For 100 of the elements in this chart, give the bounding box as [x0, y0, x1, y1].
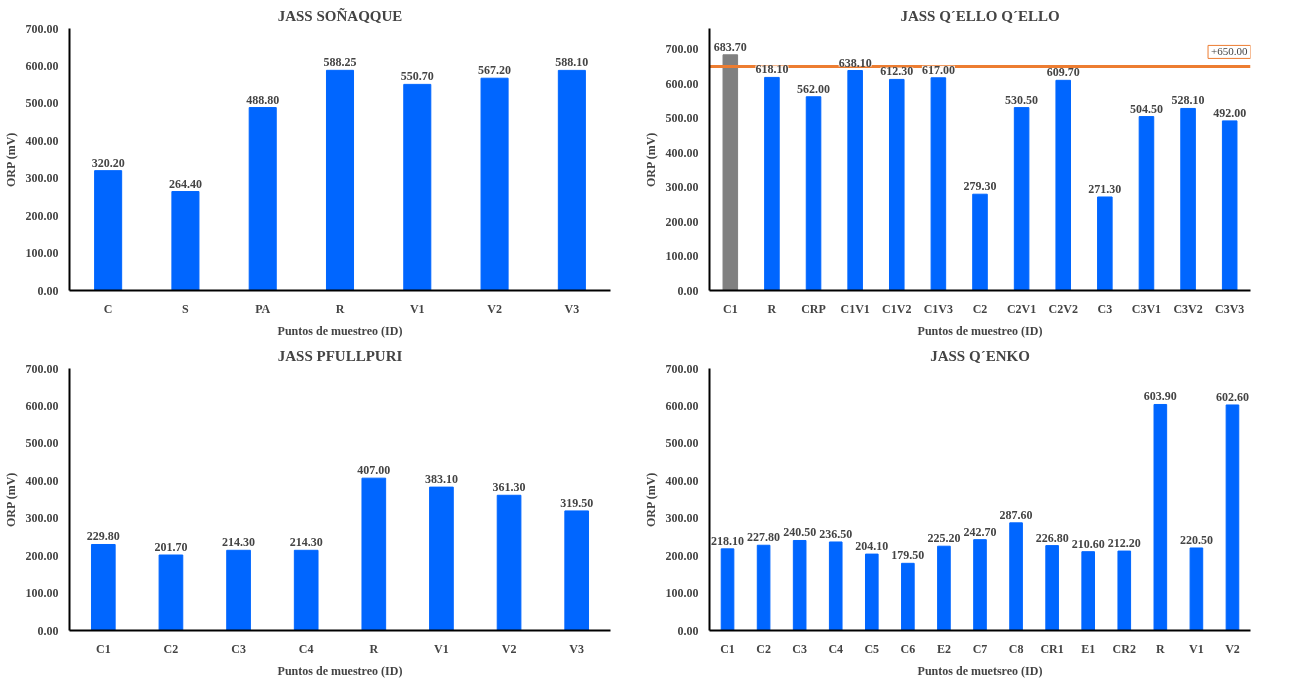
data-label: 588.10	[555, 55, 589, 70]
y-tick-label: 0.00	[677, 283, 699, 298]
data-label: 319.50	[560, 495, 594, 510]
y-tick-label: 400.00	[25, 473, 59, 488]
data-label: 617.00	[921, 62, 955, 77]
x-tick-label: C5	[864, 641, 880, 656]
data-label: 214.30	[222, 535, 256, 550]
data-label: 210.60	[1071, 536, 1105, 551]
x-tick-label: C4	[298, 641, 314, 656]
x-tick-label: E1	[1081, 641, 1096, 656]
data-label: 320.20	[91, 155, 125, 170]
y-tick-label: 700.00	[665, 361, 699, 376]
data-label: 240.50	[783, 525, 817, 540]
x-tick-label: E2	[936, 641, 951, 656]
chart-title: JASS SOÑAQQUE	[277, 6, 403, 24]
y-tick-label: 400.00	[25, 133, 59, 148]
data-label: 287.60	[999, 507, 1033, 522]
x-tick-label: C1	[720, 641, 735, 656]
x-tick-label: C1	[95, 641, 111, 656]
data-label: 204.10	[855, 539, 889, 554]
x-tick-label: PA	[255, 301, 271, 316]
x-tick-label: C1	[722, 301, 738, 316]
x-tick-label: CRP	[801, 301, 826, 316]
y-tick-label: 200.00	[665, 214, 699, 229]
x-tick-label: R	[369, 641, 379, 656]
y-tick-label: 300.00	[25, 171, 59, 186]
ref-line-label: +650.00	[1211, 45, 1248, 58]
x-tick-label: C1V1	[840, 301, 870, 316]
data-label: 612.30	[880, 64, 914, 79]
data-label: 226.80	[1035, 530, 1069, 545]
data-label: 609.70	[1046, 65, 1080, 80]
data-label: 361.30	[492, 480, 526, 495]
x-tick-label: V1	[434, 641, 449, 656]
data-label: 179.50	[891, 548, 925, 563]
x-tick-label: C2V2	[1048, 301, 1078, 316]
data-label: 550.70	[400, 69, 434, 84]
y-tick-label: 100.00	[25, 586, 59, 601]
x-tick-label: C3V2	[1173, 301, 1203, 316]
y-axis-title: ORP (mV)	[3, 132, 18, 187]
x-tick-label: C1V2	[882, 301, 912, 316]
chart-title: JASS Q´ENKO	[930, 347, 1030, 364]
data-label: 220.50	[1179, 532, 1213, 547]
y-tick-label: 200.00	[25, 208, 59, 223]
x-tick-label: V1	[1189, 641, 1204, 656]
x-tick-label: C1V3	[923, 301, 954, 316]
x-tick-label: V2	[487, 301, 502, 316]
data-label: 242.70	[963, 524, 997, 539]
y-tick-label: 700.00	[25, 21, 59, 36]
y-tick-label: 500.00	[665, 111, 699, 126]
data-label: 212.20	[1107, 536, 1141, 551]
y-tick-label: 300.00	[665, 180, 699, 195]
y-tick-label: 700.00	[665, 42, 699, 57]
data-label: 214.30	[289, 535, 323, 550]
data-label: 218.10	[711, 533, 745, 548]
x-tick-label: S	[182, 301, 190, 316]
y-tick-label: 400.00	[665, 145, 699, 160]
data-label: 492.00	[1213, 105, 1247, 120]
x-tick-label: C3V1	[1131, 301, 1162, 316]
data-label: 271.30	[1088, 181, 1122, 196]
y-tick-label: 200.00	[665, 548, 699, 563]
data-label: 407.00	[357, 463, 391, 478]
y-tick-label: 100.00	[25, 246, 59, 261]
data-label: 602.60	[1215, 389, 1249, 404]
x-tick-label: C3V3	[1215, 301, 1245, 316]
y-tick-label: 600.00	[665, 76, 699, 91]
y-tick-label: 500.00	[665, 436, 699, 451]
data-label: 567.20	[478, 63, 512, 78]
x-tick-label: C7	[972, 641, 988, 656]
x-tick-label: V2	[501, 641, 517, 656]
y-tick-label: 0.00	[677, 623, 699, 638]
x-tick-label: V3	[564, 301, 580, 316]
x-tick-label: R	[767, 301, 777, 316]
y-axis-title: ORP (mV)	[3, 472, 18, 527]
x-tick-label: C3	[1097, 301, 1113, 316]
data-label: 504.50	[1129, 101, 1163, 116]
x-tick-label: C8	[1008, 641, 1024, 656]
x-tick-label: V1	[409, 301, 425, 316]
x-axis-title: Puntos de muestreo (ID)	[917, 323, 1043, 338]
data-label: 236.50	[819, 526, 853, 541]
data-label: 683.70	[713, 39, 747, 54]
data-label: 562.00	[797, 81, 831, 96]
y-axis-title: ORP (mV)	[643, 472, 658, 527]
y-tick-label: 500.00	[25, 436, 59, 451]
x-tick-label: C2V1	[1006, 301, 1037, 316]
y-tick-label: 0.00	[37, 283, 59, 298]
chart-title: JASS Q´ELLO Q´ELLO	[900, 7, 1060, 24]
y-tick-label: 200.00	[25, 548, 59, 563]
data-label: 201.70	[154, 540, 188, 555]
x-tick-label: CR2	[1112, 641, 1136, 656]
data-label: 383.10	[424, 472, 458, 487]
x-tick-label: C3	[792, 641, 808, 656]
x-tick-label: V3	[569, 641, 585, 656]
x-tick-label: C6	[900, 641, 916, 656]
x-tick-label: R	[335, 301, 345, 316]
data-label: 638.10	[838, 55, 872, 70]
x-tick-label: C	[103, 301, 113, 316]
data-label: 279.30	[963, 179, 997, 194]
x-axis-title: Puntos de muetsreo (ID)	[917, 663, 1043, 678]
data-label: 225.20	[927, 531, 961, 546]
y-tick-label: 300.00	[665, 511, 699, 526]
